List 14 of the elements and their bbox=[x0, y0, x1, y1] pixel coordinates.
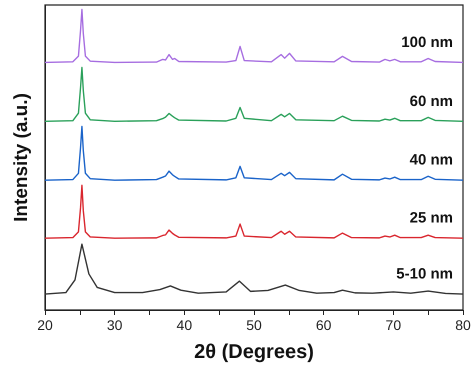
series-label: 5-10 nm bbox=[396, 266, 453, 283]
x-tick-label: 20 bbox=[37, 317, 53, 333]
x-tick-label: 40 bbox=[176, 317, 192, 333]
x-tick-label: 70 bbox=[386, 317, 402, 333]
x-tick-label: 60 bbox=[316, 317, 332, 333]
y-axis-title: Intensity (a.u.) bbox=[11, 93, 32, 222]
x-tick-label: 30 bbox=[106, 317, 123, 333]
x-axis-title: 2θ (Degrees) bbox=[194, 341, 314, 363]
series-label: 100 nm bbox=[401, 34, 453, 51]
series-label: 40 nm bbox=[410, 152, 453, 169]
series-label: 60 nm bbox=[410, 92, 453, 110]
x-tick-label: 50 bbox=[246, 317, 262, 333]
x-tick-label: 80 bbox=[455, 317, 471, 333]
series-label: 25 nm bbox=[410, 210, 453, 227]
